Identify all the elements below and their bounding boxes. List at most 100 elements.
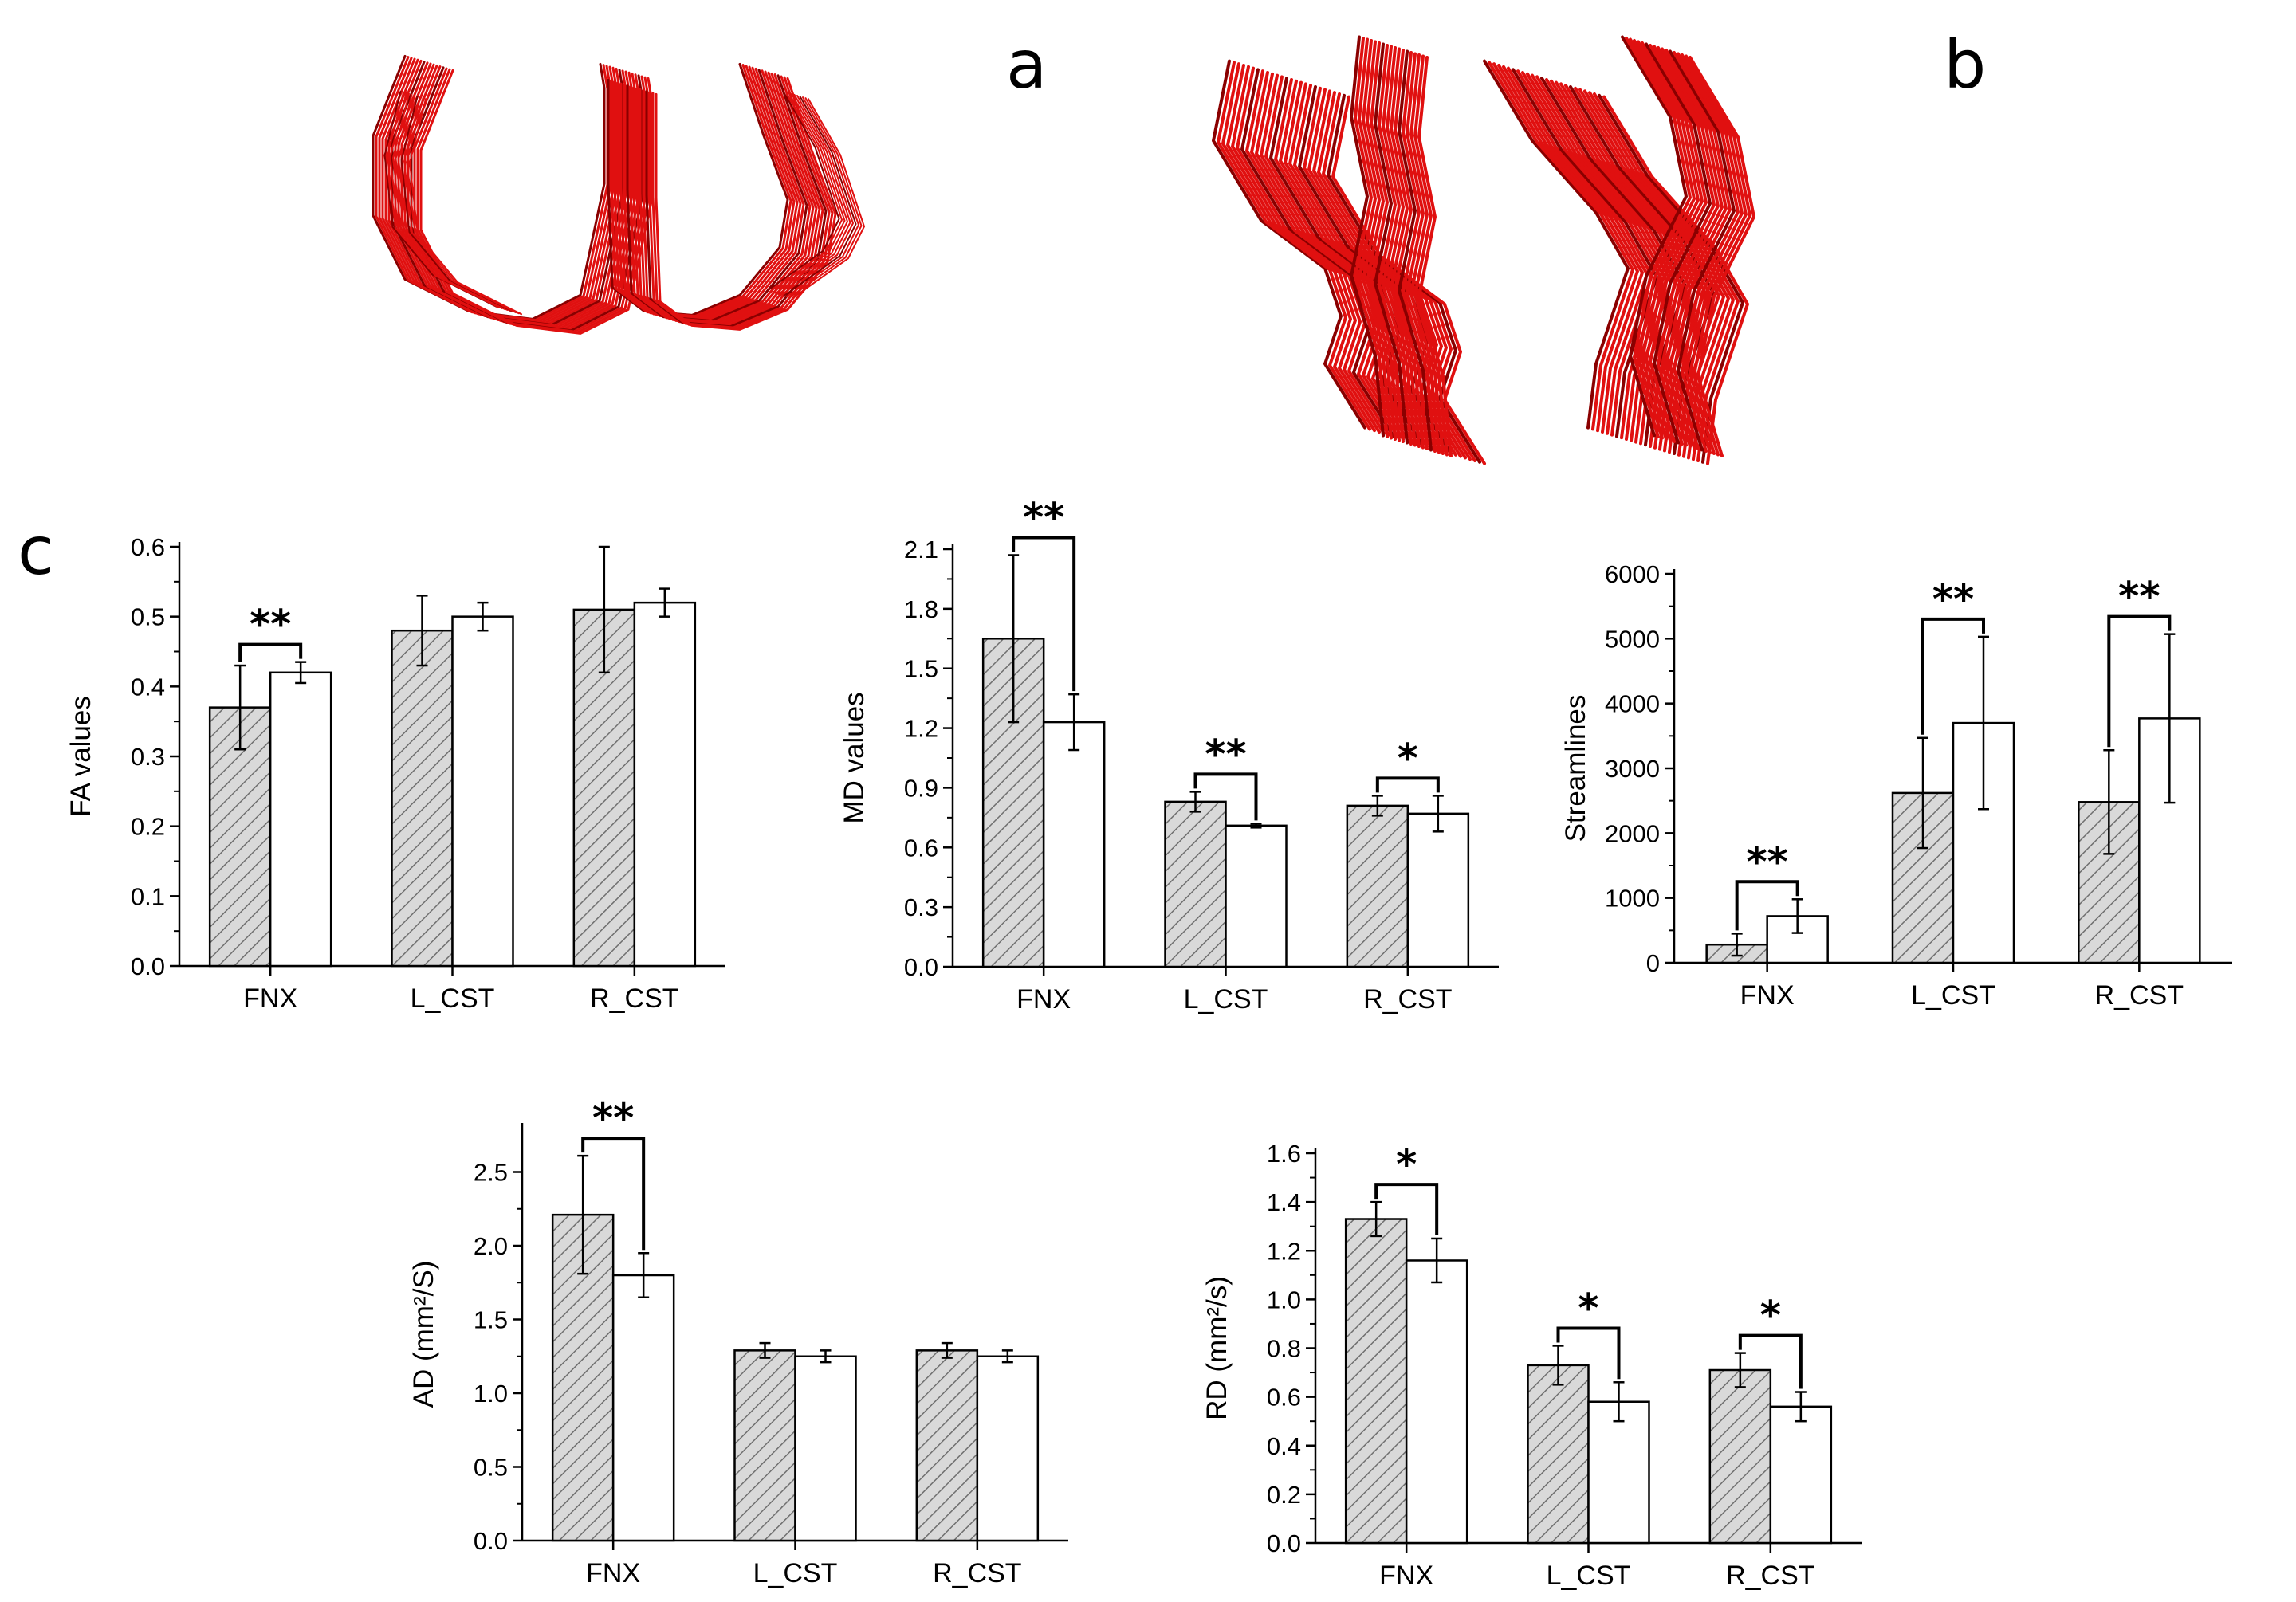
significance-label: ** [1932,576,1974,622]
tract-strand [648,75,831,329]
tract-strand [1402,51,1437,453]
tract-strand [1386,46,1421,448]
x-tick-label: R_CST [1726,1561,1814,1591]
tract-strand [1685,54,1751,457]
y-tick-label: 1.4 [1267,1188,1301,1216]
significance-bracket [1921,617,1985,735]
tract-strand [1212,59,1366,430]
tract-strand [1236,66,1390,437]
bar-L_CST-open [794,1355,857,1542]
tract-strand [1689,56,1755,457]
bar-R_CST-hatched [1346,804,1409,968]
tract-strand [1673,51,1740,453]
x-tick-label: FNX [1016,984,1071,1015]
significance-bracket [2107,614,2172,748]
y-tick-label: 0.0 [131,952,165,980]
y-tick-label: 0.2 [131,813,165,841]
tract-strand [1637,40,1704,442]
tract-strand [645,74,828,328]
tract-strand [1240,68,1395,438]
tract-strand [1669,49,1736,452]
significance-label: ** [1205,731,1246,777]
y-tick-label: 1.0 [474,1380,508,1408]
y-tick-label: 1.5 [474,1306,508,1334]
tract-strand [1657,46,1724,448]
significance-bracket [1556,1326,1621,1380]
x-tick-label: L_CST [1184,984,1268,1015]
tract-strand [777,93,851,295]
bar-R_CST-hatched [915,1349,979,1542]
tract-strand [766,90,840,292]
y-tick-label: 0.3 [904,893,938,921]
tract-strand [1649,44,1716,446]
bar-FNX-open [1405,1259,1468,1545]
y-tick-label: 1.6 [1267,1140,1301,1168]
significance-bracket [1012,536,1076,692]
y-tick-label: 0.8 [1267,1335,1301,1363]
tract-strand [632,70,815,324]
tract-strand [1366,40,1401,442]
tract-strand [1593,92,1740,462]
significance-bracket [581,1137,646,1251]
tract-strand [1602,95,1749,465]
y-tick-label: 0.3 [131,743,165,771]
significance-bracket [1735,880,1799,931]
tract-strand [783,96,857,297]
panel-label-a: a [1006,26,1047,104]
bar-R_CST-open [976,1355,1040,1542]
y-tick-label: 1.2 [1267,1237,1301,1265]
tract-strand [642,73,824,328]
significance-bracket [1193,772,1258,821]
tract-strand [792,98,865,300]
x-tick-label: FNX [1379,1561,1433,1591]
x-tick-label: R_CST [1363,984,1452,1015]
y-tick-label: 2.0 [474,1232,508,1260]
tract-strand [1653,45,1720,447]
y-tick-label: 0.1 [131,882,165,910]
tract-strand [1497,64,1644,434]
tract-strand [769,91,843,293]
tract-strand [1661,47,1728,450]
significance-label: ** [1023,494,1064,540]
rd-chart: 0.0 0.2 0.4 0.6 0.8 1.0 1.2 1.4 1.6 RD (mm²/s) FNX… [1201,1140,1862,1591]
significance-bracket [238,642,303,663]
bar-R_CST-open [1406,812,1470,968]
y-axis-title: AD (mm²/S) [408,1261,439,1408]
y-axis-title: FA values [65,696,96,817]
y-tick-label: 0 [1646,949,1660,977]
significance-bracket [1738,1333,1803,1389]
y-tick-label: 0.0 [474,1527,508,1555]
y-tick-label: 0.6 [131,533,165,561]
tract-strand [1488,61,1634,431]
fornix-tractography-image [372,54,865,335]
tract-strand [1370,41,1405,443]
bar-FNX-open [269,671,332,968]
panel-label-b: b [1944,26,1986,104]
tract-strand [786,96,859,298]
tract-strand [1677,52,1744,454]
fa-values-chart: 0.0 0.1 0.2 0.3 0.4 0.5 0.6 FA values FNX ** L_CST… [65,533,725,1014]
significance-label: * [1398,735,1418,781]
y-tick-label: 2000 [1605,819,1660,847]
bar-L_CST-open [1225,824,1288,968]
y-axis-title: MD values [839,692,870,823]
tract-strand [1226,64,1381,434]
y-tick-label: 0.2 [1267,1481,1301,1509]
tract-strand [616,65,799,320]
tract-strand [1633,39,1700,441]
y-tick-label: 2.1 [904,536,938,563]
x-tick-label: R_CST [590,984,678,1014]
significance-bracket [1374,1183,1439,1235]
y-tick-label: 1.2 [904,715,938,743]
bar-FNX-hatched [1344,1218,1408,1545]
tract-strand [629,69,812,324]
y-tick-label: 1.8 [904,595,938,623]
tract-strand [1374,42,1409,445]
tract-strand [1354,37,1389,438]
bar-R_CST-open [633,601,697,968]
x-tick-label: L_CST [753,1558,838,1588]
tract-strand [1217,61,1371,431]
x-tick-label: R_CST [933,1558,1021,1588]
y-tick-label: 0.6 [904,834,938,862]
